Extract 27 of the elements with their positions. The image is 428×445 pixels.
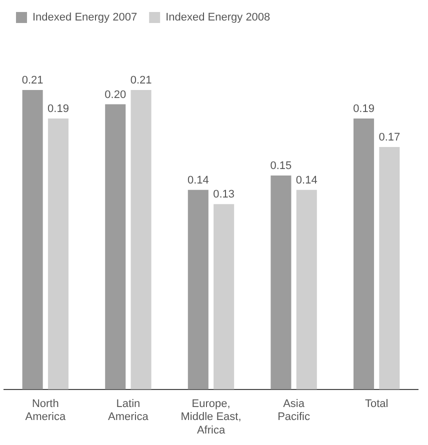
bar — [188, 190, 208, 390]
data-label: 0.13 — [213, 188, 235, 201]
x-tick-label: North America — [25, 398, 66, 424]
legend-label: Indexed Energy 2007 — [32, 12, 138, 24]
bar — [214, 204, 234, 390]
data-label: 0.20 — [104, 88, 126, 101]
data-label: 0.17 — [378, 132, 400, 144]
bar — [296, 190, 317, 390]
data-label: 0.14 — [187, 174, 209, 186]
data-label: 0.19 — [353, 103, 374, 116]
bar — [354, 118, 374, 390]
data-label: 0.15 — [270, 160, 292, 172]
x-tick-label: Total — [364, 398, 388, 410]
data-label: 0.21 — [22, 74, 44, 87]
bar — [22, 90, 43, 390]
legend-label: Indexed Energy 2008 — [166, 12, 270, 24]
bar — [270, 176, 292, 390]
bar — [379, 147, 400, 390]
bar — [130, 90, 152, 390]
x-tick-label: Latin America — [108, 398, 150, 424]
data-label: 0.21 — [130, 74, 152, 87]
bar — [48, 118, 68, 390]
x-tick-label: Asia Pacific — [278, 398, 310, 424]
bar — [105, 104, 126, 390]
data-label: 0.19 — [48, 103, 69, 116]
x-tick-label: Europe, Middle East, Africa — [180, 398, 242, 436]
data-label: 0.14 — [296, 174, 318, 186]
